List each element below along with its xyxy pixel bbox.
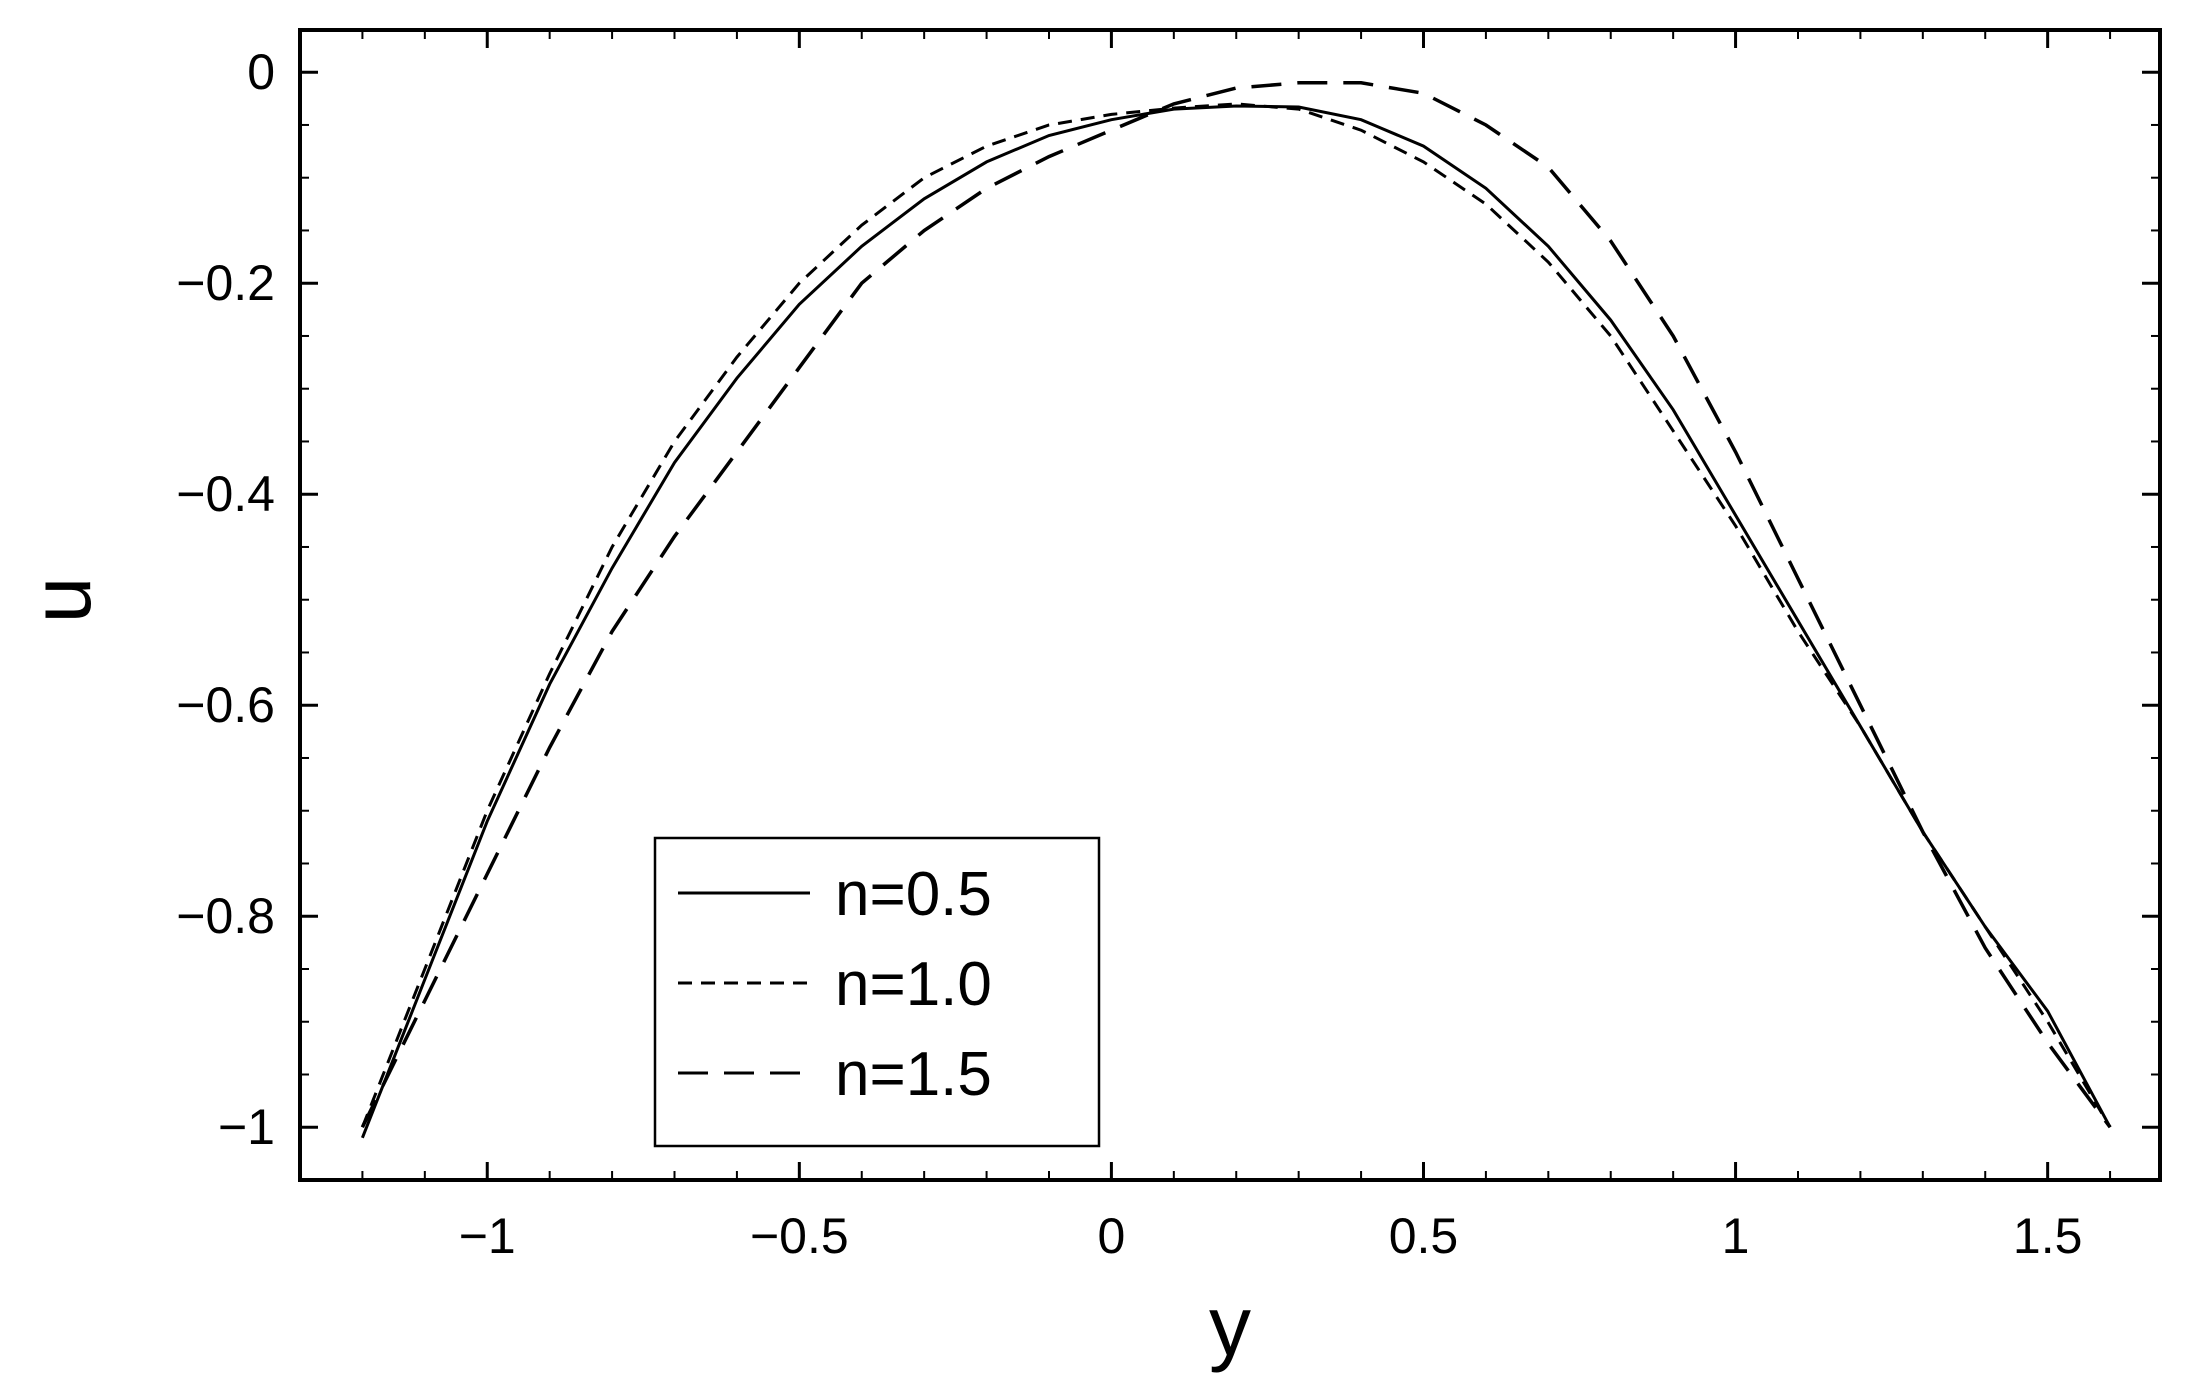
y-tick-label: −0.2 <box>176 255 275 311</box>
y-tick-label: −0.4 <box>176 466 275 522</box>
plot-frame <box>298 28 2162 1182</box>
legend-label: n=1.0 <box>835 950 992 1019</box>
y-tick-label: −0.8 <box>176 888 275 944</box>
x-tick-labels: −1 −0.5 0 0.5 1 1.5 <box>459 1208 2083 1264</box>
y-tick-label: −0.6 <box>176 677 275 733</box>
plot-area <box>298 28 2162 1182</box>
x-tick-label: 1.5 <box>2013 1208 2083 1264</box>
x-tick-label: 0.5 <box>1389 1208 1459 1264</box>
x-axis-label: y <box>1209 1279 1251 1373</box>
legend-items: n=0.5 n=1.0 n=1.5 <box>678 860 992 1109</box>
x-tick-label: 1 <box>1722 1208 1750 1264</box>
y-tick-labels: 0 −0.2 −0.4 −0.6 −0.8 −1 <box>176 44 275 1155</box>
series-line-n=1.5 <box>360 81 2112 1129</box>
series-layer <box>360 81 2112 1139</box>
legend-label: n=1.5 <box>835 1040 992 1109</box>
legend-label: n=0.5 <box>835 860 992 929</box>
legend-box <box>653 836 1101 1148</box>
legend: n=0.5 n=1.0 n=1.5 <box>653 836 1101 1148</box>
x-tick-label: 0 <box>1098 1208 1126 1264</box>
x-tick-label: −1 <box>459 1208 516 1264</box>
series-line-n=1.0 <box>361 102 2112 1128</box>
series-line-n=0.5 <box>361 104 2112 1139</box>
y-axis-label: u <box>14 577 108 624</box>
axis-ticks <box>300 30 2160 1181</box>
y-tick-label: −1 <box>218 1099 275 1155</box>
y-tick-label: 0 <box>247 44 275 100</box>
x-tick-label: −0.5 <box>750 1208 849 1264</box>
